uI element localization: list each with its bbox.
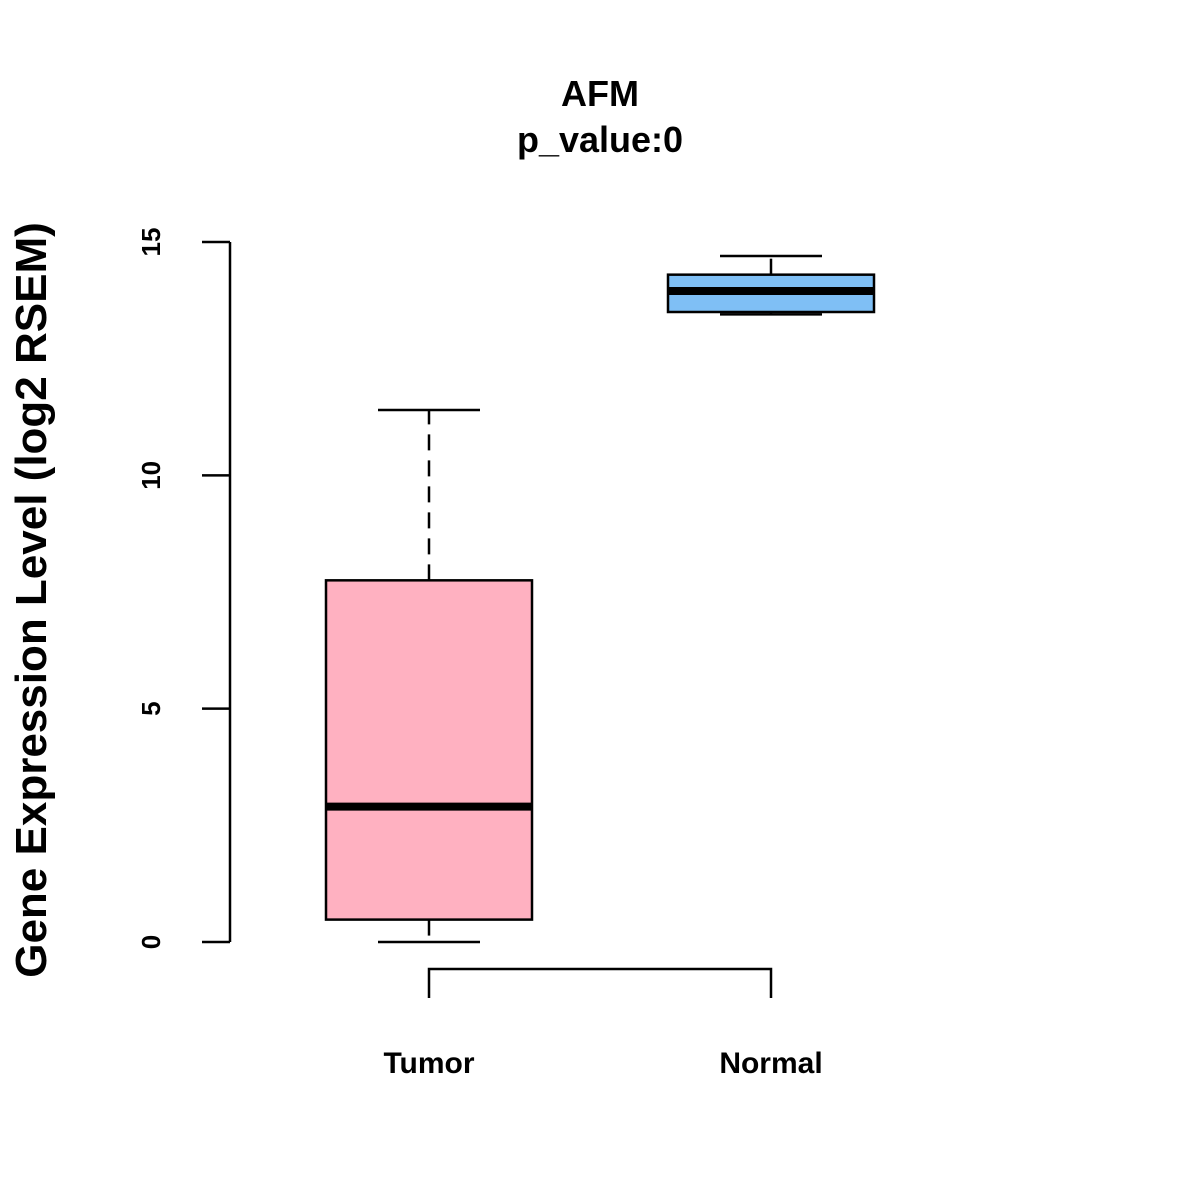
bracket-line (427, 967, 773, 998)
chart-subtitle: p_value:0 (517, 119, 683, 160)
y-axis-label: Gene Expression Level (log2 RSEM) (7, 222, 56, 978)
boxes-group (324, 254, 876, 944)
y-tick-label: 10 (136, 461, 166, 490)
category-label-normal: Normal (719, 1047, 822, 1080)
y-axis: 0 5 10 15 (136, 228, 232, 949)
category-labels: Tumor Normal (383, 1047, 822, 1080)
box-normal (666, 254, 876, 316)
comparison-bracket (427, 967, 773, 998)
chart-title: AFM (561, 73, 639, 114)
y-tick-label: 0 (136, 935, 166, 949)
y-tick-label: 15 (136, 228, 166, 257)
iqr-box (324, 579, 534, 921)
y-tick-label: 5 (136, 701, 166, 715)
box-tumor (324, 408, 534, 944)
category-label-tumor: Tumor (383, 1047, 474, 1080)
